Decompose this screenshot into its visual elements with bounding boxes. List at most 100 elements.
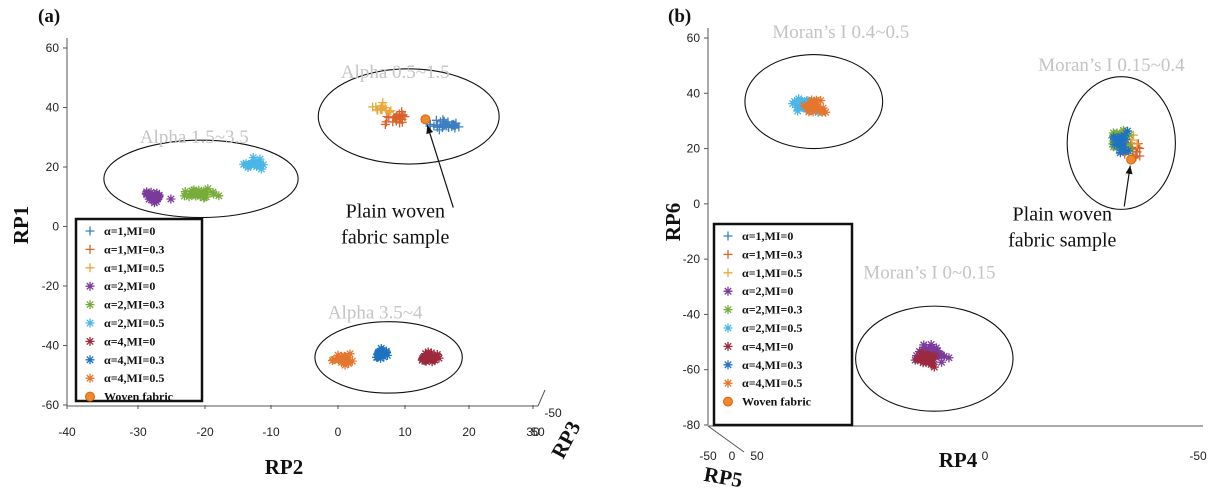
plot-b-data-point (1132, 139, 1142, 149)
plot-b-y-tick-label: 0 (693, 197, 700, 211)
plot-b-data-point (1121, 146, 1131, 156)
plot-b-data-point (930, 351, 940, 361)
plot-b-legend-marker (723, 323, 733, 333)
plot-a-cluster-ellipse (317, 68, 500, 165)
plot-a-legend-label: α=2,MI=0 (104, 279, 155, 293)
plot-a-legend-label: Woven fabric (104, 390, 174, 404)
plot-a-legend-label: α=4,MI=0.5 (104, 371, 164, 385)
plot-b-data-point (937, 351, 947, 361)
plot-a-data-point (247, 159, 257, 169)
plot-a-data-point (339, 351, 349, 361)
plot-a-x-tick-label: -40 (58, 425, 76, 439)
plot-a-x-tick-label: 0 (335, 425, 342, 439)
plot-b-data-point (1119, 125, 1129, 135)
plot-a-legend-marker (85, 336, 95, 346)
plot-a-x-axis-label: RP2 (265, 455, 304, 479)
plot-a-y-tick-label: 60 (46, 41, 60, 55)
plot-b-legend-label: α=1,MI=0 (742, 229, 793, 243)
plot-a-data-point (191, 187, 201, 196)
plot-a-data-point (347, 356, 357, 366)
plot-a-data-point (327, 356, 337, 366)
plot-b-panel-label: (b) (668, 6, 691, 27)
plot-b-data-point (1109, 132, 1119, 142)
plot-a-y-tick-label: -20 (42, 279, 60, 293)
plot-a-data-point (429, 355, 439, 365)
plot-b-y-axis-label: RP6 (661, 203, 685, 242)
plot-b-x-tick-label: 50 (750, 449, 764, 463)
plot-a-data-point (382, 112, 392, 122)
plot-a-data-point (203, 184, 213, 194)
plot-a-data-point (152, 190, 162, 200)
plot-b-data-point (912, 354, 922, 364)
plot-b-data-point (788, 99, 798, 109)
plot-b-data-point (811, 95, 821, 105)
plot-a-legend-label: α=2,MI=0.5 (104, 316, 164, 330)
plot-a-data-point (146, 187, 156, 197)
plot-a-z-tick-label: 50 (531, 425, 545, 439)
plot-b-legend-label: α=4,MI=0 (742, 339, 793, 353)
plot-a-data-point (374, 347, 384, 357)
plot-b-x-tick-label: -50 (699, 449, 717, 463)
plot-a-legend-label: α=2,MI=0.3 (104, 298, 164, 312)
plot-a-data-point (334, 354, 344, 364)
plot-b-data-point (1133, 143, 1143, 153)
plot-b-y-tick-label: -20 (683, 252, 701, 266)
plot-a-cluster-ellipse (103, 139, 299, 219)
plot-b-annotation-text: Plain woven (1013, 203, 1112, 225)
plot-a-group-label: Alpha 0.5~1.5 (341, 62, 450, 83)
plot-a-data-point (378, 98, 388, 108)
plot-a-data-point (198, 188, 208, 198)
plot-b-data-point (929, 344, 939, 354)
plot-b-legend-label: α=1,MI=0.5 (742, 266, 802, 280)
plot-b-y-tick-label: -60 (683, 363, 701, 377)
plot-b-legend-label: α=4,MI=0.3 (742, 358, 802, 372)
plot-b-data-point (916, 355, 926, 365)
plot-a-data-point (443, 122, 453, 132)
plot-a-legend-box (74, 217, 204, 403)
plot-a-panel-label: (a) (38, 6, 60, 27)
plot-a-legend-marker (85, 281, 95, 291)
plot-b-data-point (1118, 142, 1128, 152)
plot-b-x-tick-label: 0 (729, 449, 736, 463)
plot-a-legend-marker (85, 300, 95, 310)
plot-a-series-6 (417, 347, 444, 367)
plot-a-data-point (253, 159, 263, 169)
plot-b-legend-marker (723, 268, 733, 278)
plot-b-data-point (1125, 130, 1135, 140)
plot-a-legend-marker (85, 263, 95, 273)
plot-a-data-point (239, 159, 249, 169)
plot-b-group-label: Moran’s I 0.4~0.5 (772, 22, 909, 43)
plot-a-data-point (149, 198, 159, 208)
plot-a-data-point (214, 191, 224, 201)
plot-b-data-point (1114, 141, 1124, 151)
plot-b-data-point (1125, 145, 1135, 155)
chart-panel-a: 60 40 20 0 -20 -40 -60 -40 -30 -20 -10 0 10 20 30 -50 50… (9, 6, 585, 479)
plot-b-legend-label: α=2,MI=0.5 (742, 321, 802, 335)
plot-b-data-point (944, 353, 954, 363)
plot-b-y-tick-label: -40 (683, 307, 701, 321)
plot-a-series-3 (141, 187, 176, 208)
plot-a-data-point (378, 349, 388, 359)
plot-a-x-tick-label: 10 (398, 425, 412, 439)
plot-a-series-5 (239, 153, 268, 174)
plot-b-legend-label: α=1,MI=0.3 (742, 247, 802, 261)
plot-b-data-point (818, 103, 828, 113)
plot-a-data-point (248, 153, 258, 163)
plot-b-data-point (1132, 147, 1142, 157)
plot-a-x-tick-label: 20 (462, 425, 476, 439)
plot-a-annotation-arrow (426, 124, 454, 208)
plot-b-legend-label: α=4,MI=0.5 (742, 376, 802, 390)
plot-b-y-tick-label: 60 (687, 31, 701, 45)
plot-b-legend-label: α=2,MI=0 (742, 284, 793, 298)
plot-b-data-point (807, 99, 817, 109)
plot-b-data-point (1123, 126, 1133, 136)
plot-a-data-point (166, 194, 176, 204)
plot-a-data-point (397, 114, 407, 124)
plot-a-data-point (421, 349, 431, 359)
plot-a-legend-label: α=1,MI=0.5 (104, 261, 164, 275)
plot-a-data-point (372, 352, 382, 362)
plot-b-data-point (793, 106, 803, 116)
plot-a-data-point (441, 121, 451, 131)
plot-a-data-point (431, 115, 441, 125)
